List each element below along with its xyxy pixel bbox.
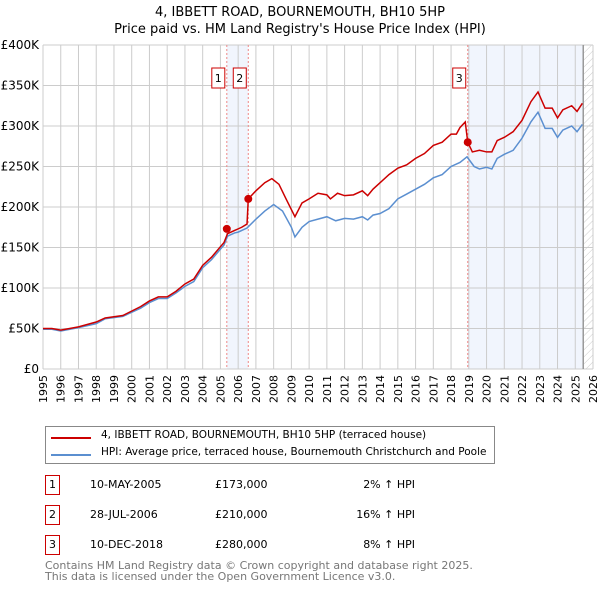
x-tick-label: 2020 xyxy=(481,375,494,403)
x-tick-label: 2022 xyxy=(516,375,529,403)
series-line xyxy=(43,110,583,332)
x-tick-label: 2008 xyxy=(268,375,281,403)
footer-line: This data is licensed under the Open Gov… xyxy=(45,570,396,583)
transaction-badge: 3 xyxy=(45,535,60,555)
transaction-hpi: 2% ↑ HPI xyxy=(363,478,415,491)
footer: Contains HM Land Registry data © Crown c… xyxy=(45,560,473,582)
price-chart: 1995 1996 1997 1998 1999 2000 2001 2002 2003 2004… xyxy=(1,38,600,403)
sale-badge xyxy=(211,67,226,89)
x-tick-label: 2015 xyxy=(392,375,405,403)
y-tick-label: £250K xyxy=(1,160,41,174)
sale-point xyxy=(463,138,472,147)
legend-hpi: HPI: Average price, terraced house, Bour… xyxy=(101,446,487,458)
x-tick-label: 1998 xyxy=(90,375,103,403)
x-tick-label: 1999 xyxy=(108,375,121,403)
x-tick-label: 2014 xyxy=(374,375,387,403)
y-tick-label: £400K xyxy=(1,38,41,52)
y-tick-label: £50K xyxy=(8,322,40,336)
legend: 4, IBBETT ROAD, BOURNEMOUTH, BH10 5HP (t… xyxy=(45,426,495,464)
x-tick-label: 2001 xyxy=(143,375,156,403)
x-tick-label: 1996 xyxy=(55,375,68,403)
x-tick-label: 2021 xyxy=(498,375,511,403)
transaction-price: £210,000 xyxy=(215,508,268,521)
legend-property: 4, IBBETT ROAD, BOURNEMOUTH, BH10 5HP (t… xyxy=(101,429,427,441)
y-tick-label: £200K xyxy=(1,200,41,214)
x-tick-label: 2019 xyxy=(463,375,476,403)
transaction-badge: 2 xyxy=(45,505,60,525)
x-tick-label: 2011 xyxy=(321,375,334,403)
transaction-date: 10-MAY-2005 xyxy=(90,478,162,491)
transaction-date: 10-DEC-2018 xyxy=(90,538,164,551)
y-tick-label: £0 xyxy=(24,362,39,376)
title: 4, IBBETT ROAD, BOURNEMOUTH, BH10 5HP xyxy=(154,5,446,20)
x-tick-label: 2007 xyxy=(250,375,263,403)
transaction-row: 1 10-MAY-2005 £173,000 2% ↑ HPI xyxy=(45,475,545,495)
chart-title: 4, IBBETT ROAD, BOURNEMOUTH, BH10 5HP Pri… xyxy=(0,4,600,38)
transaction-hpi: 8% ↑ HPI xyxy=(363,538,415,551)
x-tick-label: 2013 xyxy=(356,375,369,403)
transaction-row: 2 28-JUL-2006 £210,000 16% ↑ HPI xyxy=(45,505,545,525)
sale-badge-label: 2 xyxy=(236,72,243,85)
x-tick-label: 2010 xyxy=(303,375,316,403)
transaction-price: £280,000 xyxy=(215,538,268,551)
sale-badge-label: 1 xyxy=(215,72,222,85)
x-tick-label: 2004 xyxy=(197,375,210,403)
transaction-hpi: 16% ↑ HPI xyxy=(356,508,415,521)
x-tick-label: 2009 xyxy=(285,375,298,403)
x-tick-label: 2006 xyxy=(232,375,245,403)
x-tick-label: 2002 xyxy=(161,375,174,403)
x-tick-label: 1997 xyxy=(72,375,85,403)
x-tick-label: 2017 xyxy=(427,375,440,403)
transaction-date: 28-JUL-2006 xyxy=(90,508,158,521)
x-tick-label: 2003 xyxy=(179,375,192,403)
sale-badge xyxy=(452,67,467,89)
sale-point xyxy=(244,194,253,203)
y-tick-label: £100K xyxy=(1,281,41,295)
footer-line: Contains HM Land Registry data © Crown c… xyxy=(45,559,473,572)
x-tick-label: 2023 xyxy=(534,375,547,403)
x-tick-label: 1995 xyxy=(37,375,50,403)
sale-badge-label: 3 xyxy=(456,72,463,85)
x-tick-label: 2016 xyxy=(410,375,423,403)
transaction-badge: 1 xyxy=(45,475,60,495)
y-tick-label: £150K xyxy=(1,241,41,255)
x-tick-label: 2024 xyxy=(552,375,565,403)
transaction-price: £173,000 xyxy=(215,478,268,491)
transaction-row: 3 10-DEC-2018 £280,000 8% ↑ HPI xyxy=(45,535,545,555)
sale-point xyxy=(222,224,231,233)
y-tick-label: £300K xyxy=(1,119,41,133)
series-line xyxy=(43,90,583,331)
x-tick-label: 2012 xyxy=(339,375,352,403)
x-tick-label: 2025 xyxy=(569,375,582,403)
subtitle: Price paid vs. HM Land Registry's House … xyxy=(114,22,486,37)
x-tick-label: 2005 xyxy=(214,375,227,403)
y-tick-label: £350K xyxy=(1,79,41,93)
x-tick-label: 2026 xyxy=(587,375,600,403)
sale-badge xyxy=(232,67,247,89)
x-tick-label: 2018 xyxy=(445,375,458,403)
x-tick-label: 2000 xyxy=(126,375,139,403)
legend-red-line xyxy=(51,437,91,439)
legend-blue-line xyxy=(51,454,91,456)
